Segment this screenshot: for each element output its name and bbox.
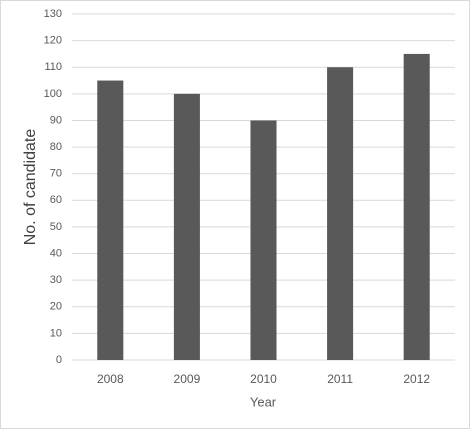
x-tick-label: 2011: [327, 372, 353, 386]
x-tick-label: 2010: [250, 372, 277, 386]
y-tick-label: 90: [50, 114, 62, 126]
y-tick-label: 70: [50, 168, 62, 180]
x-tick-label: 2008: [97, 372, 124, 386]
y-tick-label: 0: [56, 354, 62, 366]
y-tick-label: 20: [50, 301, 62, 313]
bar: [173, 93, 200, 360]
y-axis-title: No. of candidate: [22, 129, 39, 246]
y-tick-label: 10: [50, 327, 62, 339]
bar: [403, 53, 430, 361]
y-tick-label: 50: [50, 221, 62, 233]
y-tick-label: 100: [44, 88, 62, 100]
bar: [250, 120, 277, 360]
x-tick-label: 2012: [403, 372, 430, 386]
y-tick-label: 60: [50, 194, 62, 206]
bar: [327, 67, 354, 360]
x-axis-title: Year: [250, 394, 277, 409]
x-tick-label: 2009: [174, 372, 201, 386]
y-tick-label: 40: [50, 247, 62, 259]
y-tick-label: 110: [44, 61, 62, 73]
y-tick-label: 120: [44, 35, 62, 47]
y-tick-label: 30: [50, 274, 62, 286]
bar: [97, 80, 124, 361]
y-tick-label: 80: [50, 141, 62, 153]
y-tick-label: 130: [44, 8, 62, 20]
